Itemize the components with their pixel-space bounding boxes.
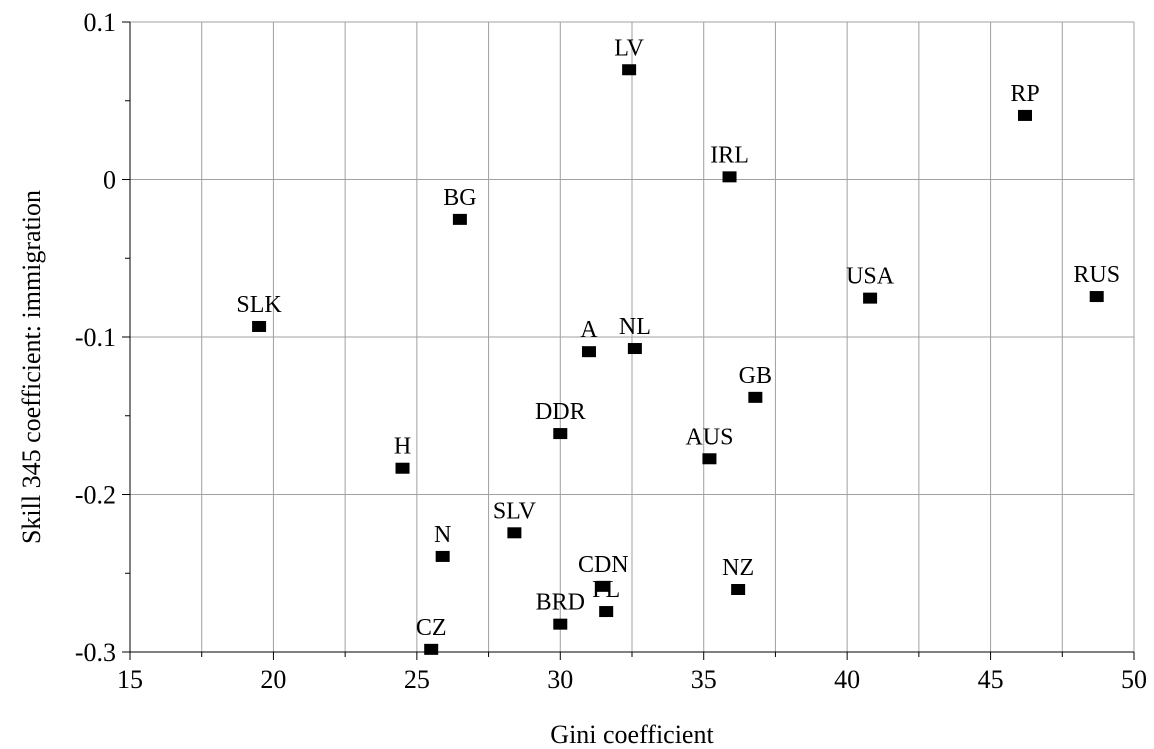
point-label: SLV [493,498,537,524]
data-point [507,527,522,539]
data-point [722,171,737,183]
data-point [252,320,267,332]
data-point [452,213,467,225]
point-label: GB [739,363,772,389]
point-label: BRD [536,590,585,616]
data-point [627,343,642,355]
x-tick-label: 20 [260,665,286,694]
data-point [581,346,596,358]
y-tick-label: -0.1 [75,323,116,352]
x-axis-title: Gini coefficient [550,720,714,749]
point-label: CDN [578,552,629,578]
data-point [1089,291,1104,303]
y-tick-label: 0 [103,166,116,195]
x-tick-label: 50 [1121,665,1147,694]
x-tick-label: 35 [691,665,717,694]
point-label: LV [614,35,644,61]
point-label: N [434,522,451,548]
data-point [599,606,614,618]
data-point [435,550,450,562]
data-point [622,64,637,76]
y-axis-ticks: 0.1 0 -0.1 -0.2 -0.3 [75,8,130,667]
point-label: DDR [535,399,586,425]
point-label: RUS [1073,262,1120,288]
y-tick-label: -0.3 [75,638,116,667]
data-point [424,643,439,655]
x-tick-label: 25 [404,665,430,694]
data-point [731,584,746,595]
point-label: NL [619,314,651,340]
x-axis-ticks: 15 20 25 30 35 40 45 50 [117,652,1147,694]
data-point [1017,109,1032,121]
data-point [596,580,611,592]
point-label: PL [592,577,620,603]
data-point [863,292,878,304]
point-labels: LV RP IRL BG USA RUS SLK A NL GB DDR AUS H SLV N CDN NZ P… [236,35,1120,641]
point-label: SLK [236,292,282,318]
point-label: IRL [710,142,749,168]
x-tick-label: 15 [117,665,143,694]
y-tick-label: -0.2 [75,481,116,510]
point-label: CZ [416,615,447,641]
point-label: BG [443,185,476,211]
point-label: A [580,317,598,343]
point-label: USA [846,264,895,290]
data-point [553,618,568,630]
data-points [252,64,1104,655]
point-label: AUS [685,424,733,450]
data-point [395,462,410,474]
grid [130,21,1135,652]
x-tick-label: 40 [834,665,860,694]
point-label: RP [1010,81,1039,107]
x-tick-label: 45 [978,665,1004,694]
x-tick-label: 30 [547,665,573,694]
point-label: NZ [722,555,754,581]
y-tick-label: 0.1 [84,8,117,37]
y-axis-title: Skill 345 coefficient: immigration [17,190,46,544]
data-point [553,428,568,440]
data-point [702,453,717,465]
data-point [748,391,763,403]
point-label: H [394,434,411,460]
